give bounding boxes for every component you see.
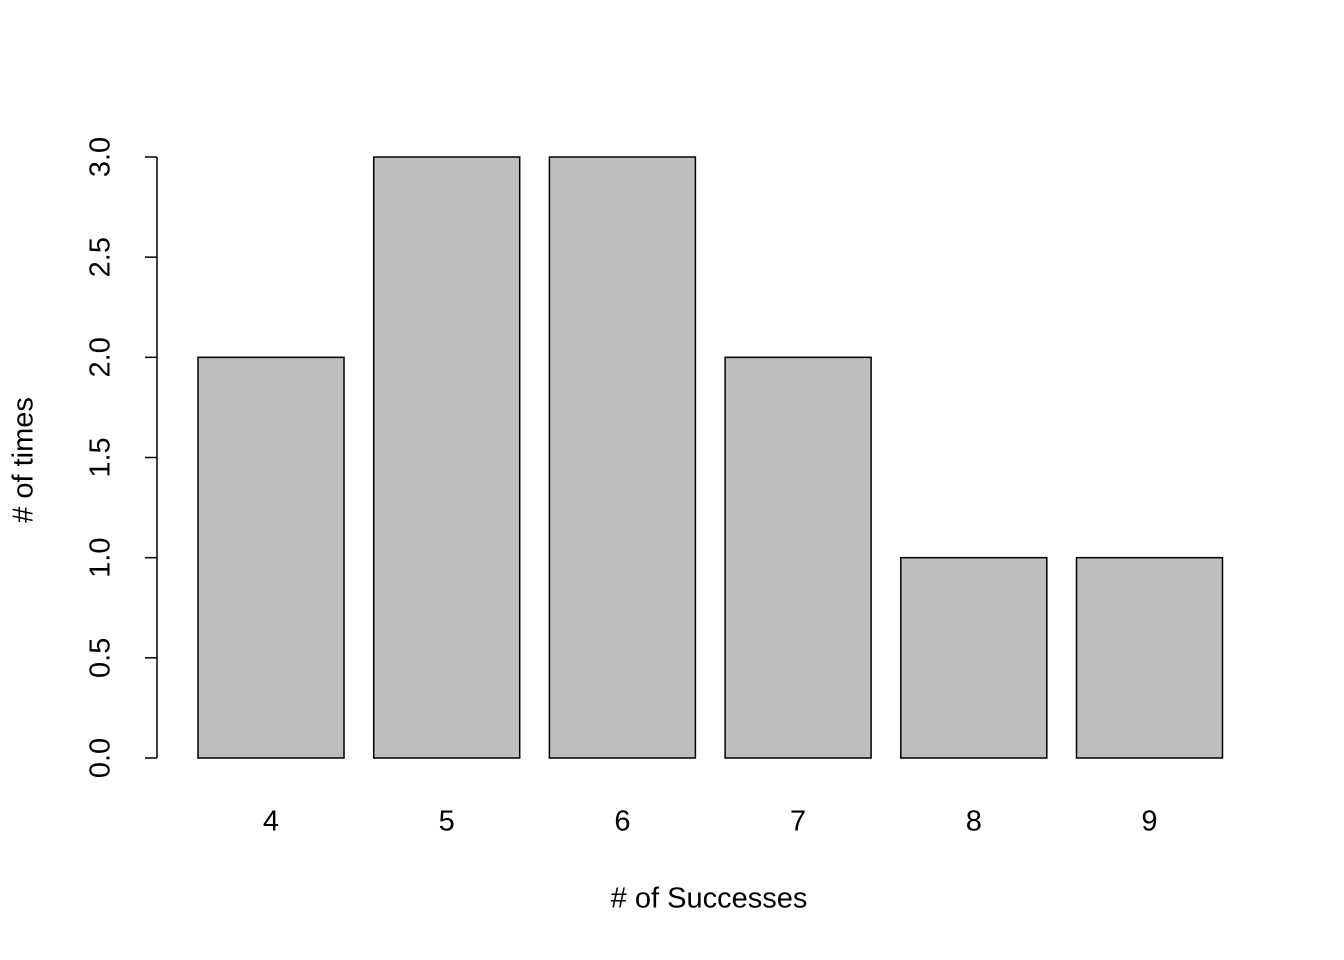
- x-tick-label: 7: [790, 806, 806, 838]
- bar: [372, 156, 521, 759]
- x-tick-label: 9: [1141, 806, 1157, 838]
- bar: [197, 356, 345, 759]
- x-tick-label: 8: [966, 806, 982, 838]
- x-tick-label: 4: [263, 806, 279, 838]
- y-tick-label: 0.0: [85, 738, 117, 778]
- x-tick-label: 6: [614, 806, 630, 838]
- y-tick-label: 0.5: [85, 638, 117, 678]
- y-tick-label: 2.5: [85, 237, 117, 277]
- y-axis-label: # of times: [8, 397, 40, 523]
- bar: [900, 556, 1048, 759]
- y-tick-label: 1.0: [85, 538, 117, 578]
- x-axis-label: # of Successes: [611, 883, 808, 915]
- x-tick-label: 5: [439, 806, 455, 838]
- y-tick-label: 1.5: [85, 437, 117, 477]
- y-tick-label: 2.0: [85, 337, 117, 377]
- bar: [724, 356, 872, 759]
- bar: [548, 156, 697, 759]
- y-tick-label: 3.0: [85, 137, 117, 177]
- bar: [1075, 556, 1224, 759]
